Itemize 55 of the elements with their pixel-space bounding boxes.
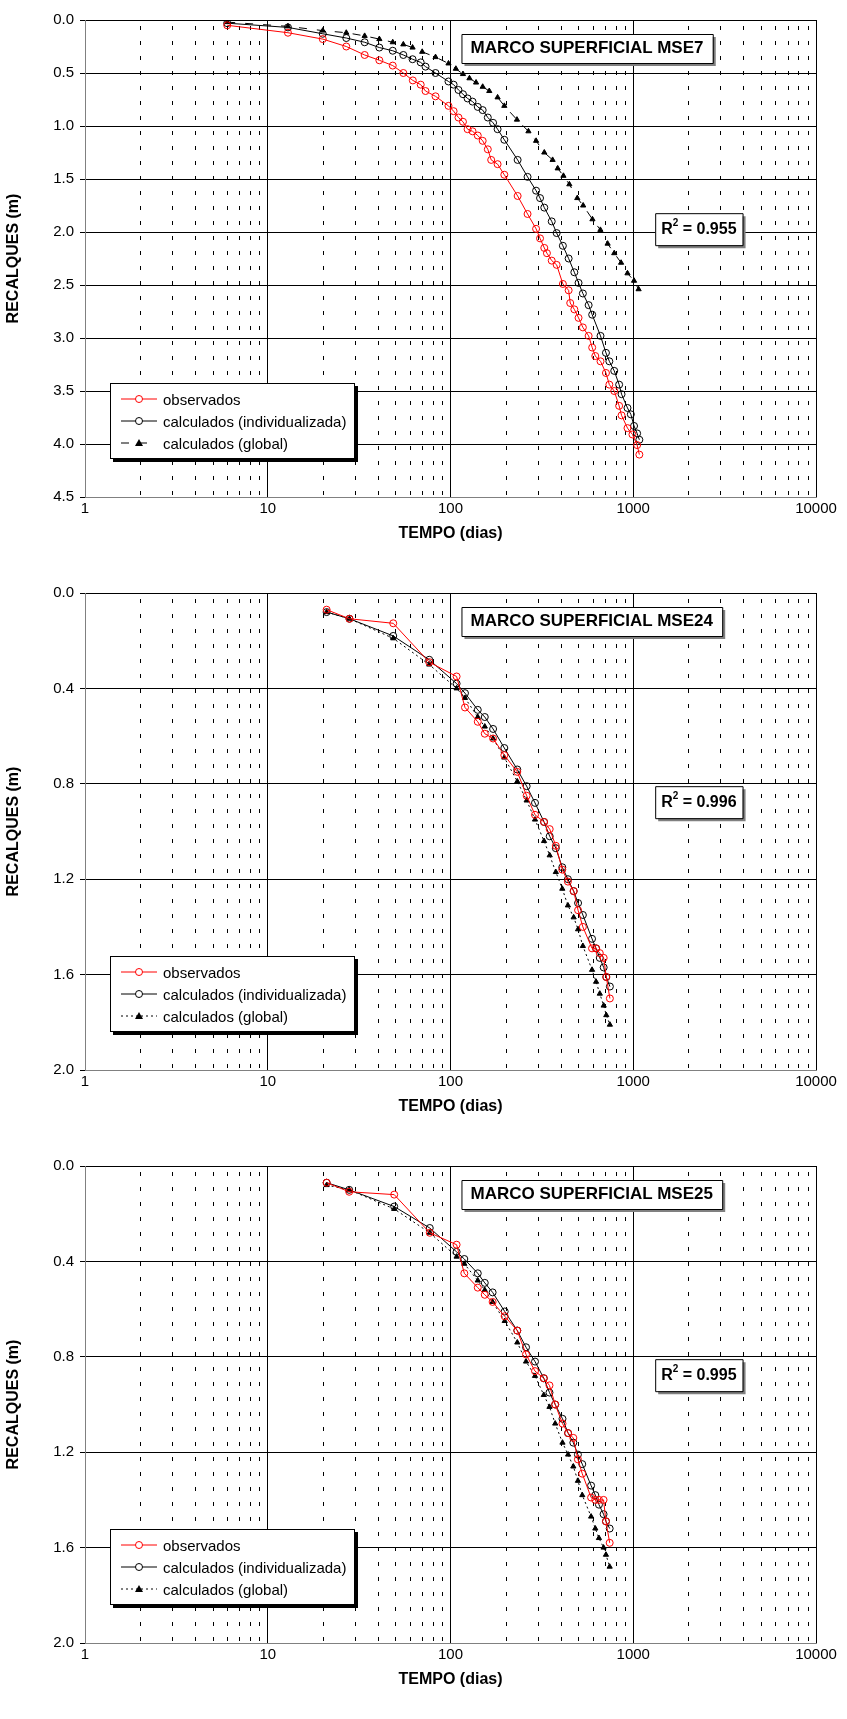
y-tick-label: 0.5 [53,63,74,81]
legend-label: calculados (individualizada) [163,1558,347,1576]
x-tick-label: 10 [259,1645,277,1663]
legend-label: calculados (individualizada) [163,412,347,430]
x-tick-label: 1 [80,1072,90,1090]
legend-label: observados [163,963,241,981]
y-tick-label: 2.0 [53,1633,74,1651]
y-tick-label: 0.4 [53,1251,74,1269]
text: MARCO SUPERFICIAL MSE25 [470,1184,713,1204]
y-tick-label: 3.0 [53,328,74,346]
x-tick-label: 10000 [795,499,837,517]
x-tick-label: 10 [259,499,277,517]
y-tick-label: 0.0 [53,10,74,28]
x-tick-label: 1000 [616,1645,650,1663]
x-axis-title: TEMPO (dias) [398,523,503,541]
x-tick-label: 10000 [795,1645,837,1663]
y-tick-label: 1.6 [53,1537,74,1555]
y-tick-label: 3.5 [53,381,74,399]
legend-label: calculados (global) [163,1580,289,1598]
x-tick-label: 100 [437,1645,464,1663]
y-tick-label: 2.5 [53,275,74,293]
text: MARCO SUPERFICIAL MSE24 [470,611,714,631]
legend-label: observados [163,1536,241,1554]
y-tick-label: 4.5 [53,487,74,505]
y-tick-label: 1.2 [53,869,74,887]
y-tick-label: 0.8 [53,773,74,791]
x-tick-label: 1 [80,499,90,517]
legend-label: calculados (global) [163,434,289,452]
y-tick-label: 0.4 [53,678,74,696]
y-axis-title: RECALQUES (m) [4,766,22,897]
y-tick-label: 2.0 [53,1060,74,1078]
x-tick-label: 10000 [795,1072,837,1090]
text: MARCO SUPERFICIAL MSE7 [470,38,704,58]
legend-label: calculados (global) [163,1007,289,1025]
y-tick-label: 1.5 [53,169,74,187]
y-tick-label: 4.0 [53,434,74,452]
x-tick-label: 1 [80,1645,90,1663]
x-tick-label: 100 [437,499,464,517]
y-tick-label: 1.6 [53,964,74,982]
y-tick-label: 0.0 [53,1156,74,1174]
y-tick-label: 2.0 [53,222,74,240]
y-tick-label: 1.2 [53,1442,74,1460]
x-axis-title: TEMPO (dias) [398,1669,503,1687]
y-axis-title: RECALQUES (m) [4,1339,22,1470]
legend-label: calculados (individualizada) [163,985,347,1003]
x-tick-label: 1000 [616,499,650,517]
y-axis-title: RECALQUES (m) [4,193,22,324]
legend-label: observados [163,390,241,408]
x-axis-title: TEMPO (dias) [398,1096,503,1114]
x-tick-label: 100 [437,1072,464,1090]
y-tick-label: 0.0 [53,583,74,601]
y-tick-label: 1.0 [53,116,74,134]
x-tick-label: 10 [259,1072,277,1090]
y-tick-label: 0.8 [53,1346,74,1364]
x-tick-label: 1000 [616,1072,650,1090]
